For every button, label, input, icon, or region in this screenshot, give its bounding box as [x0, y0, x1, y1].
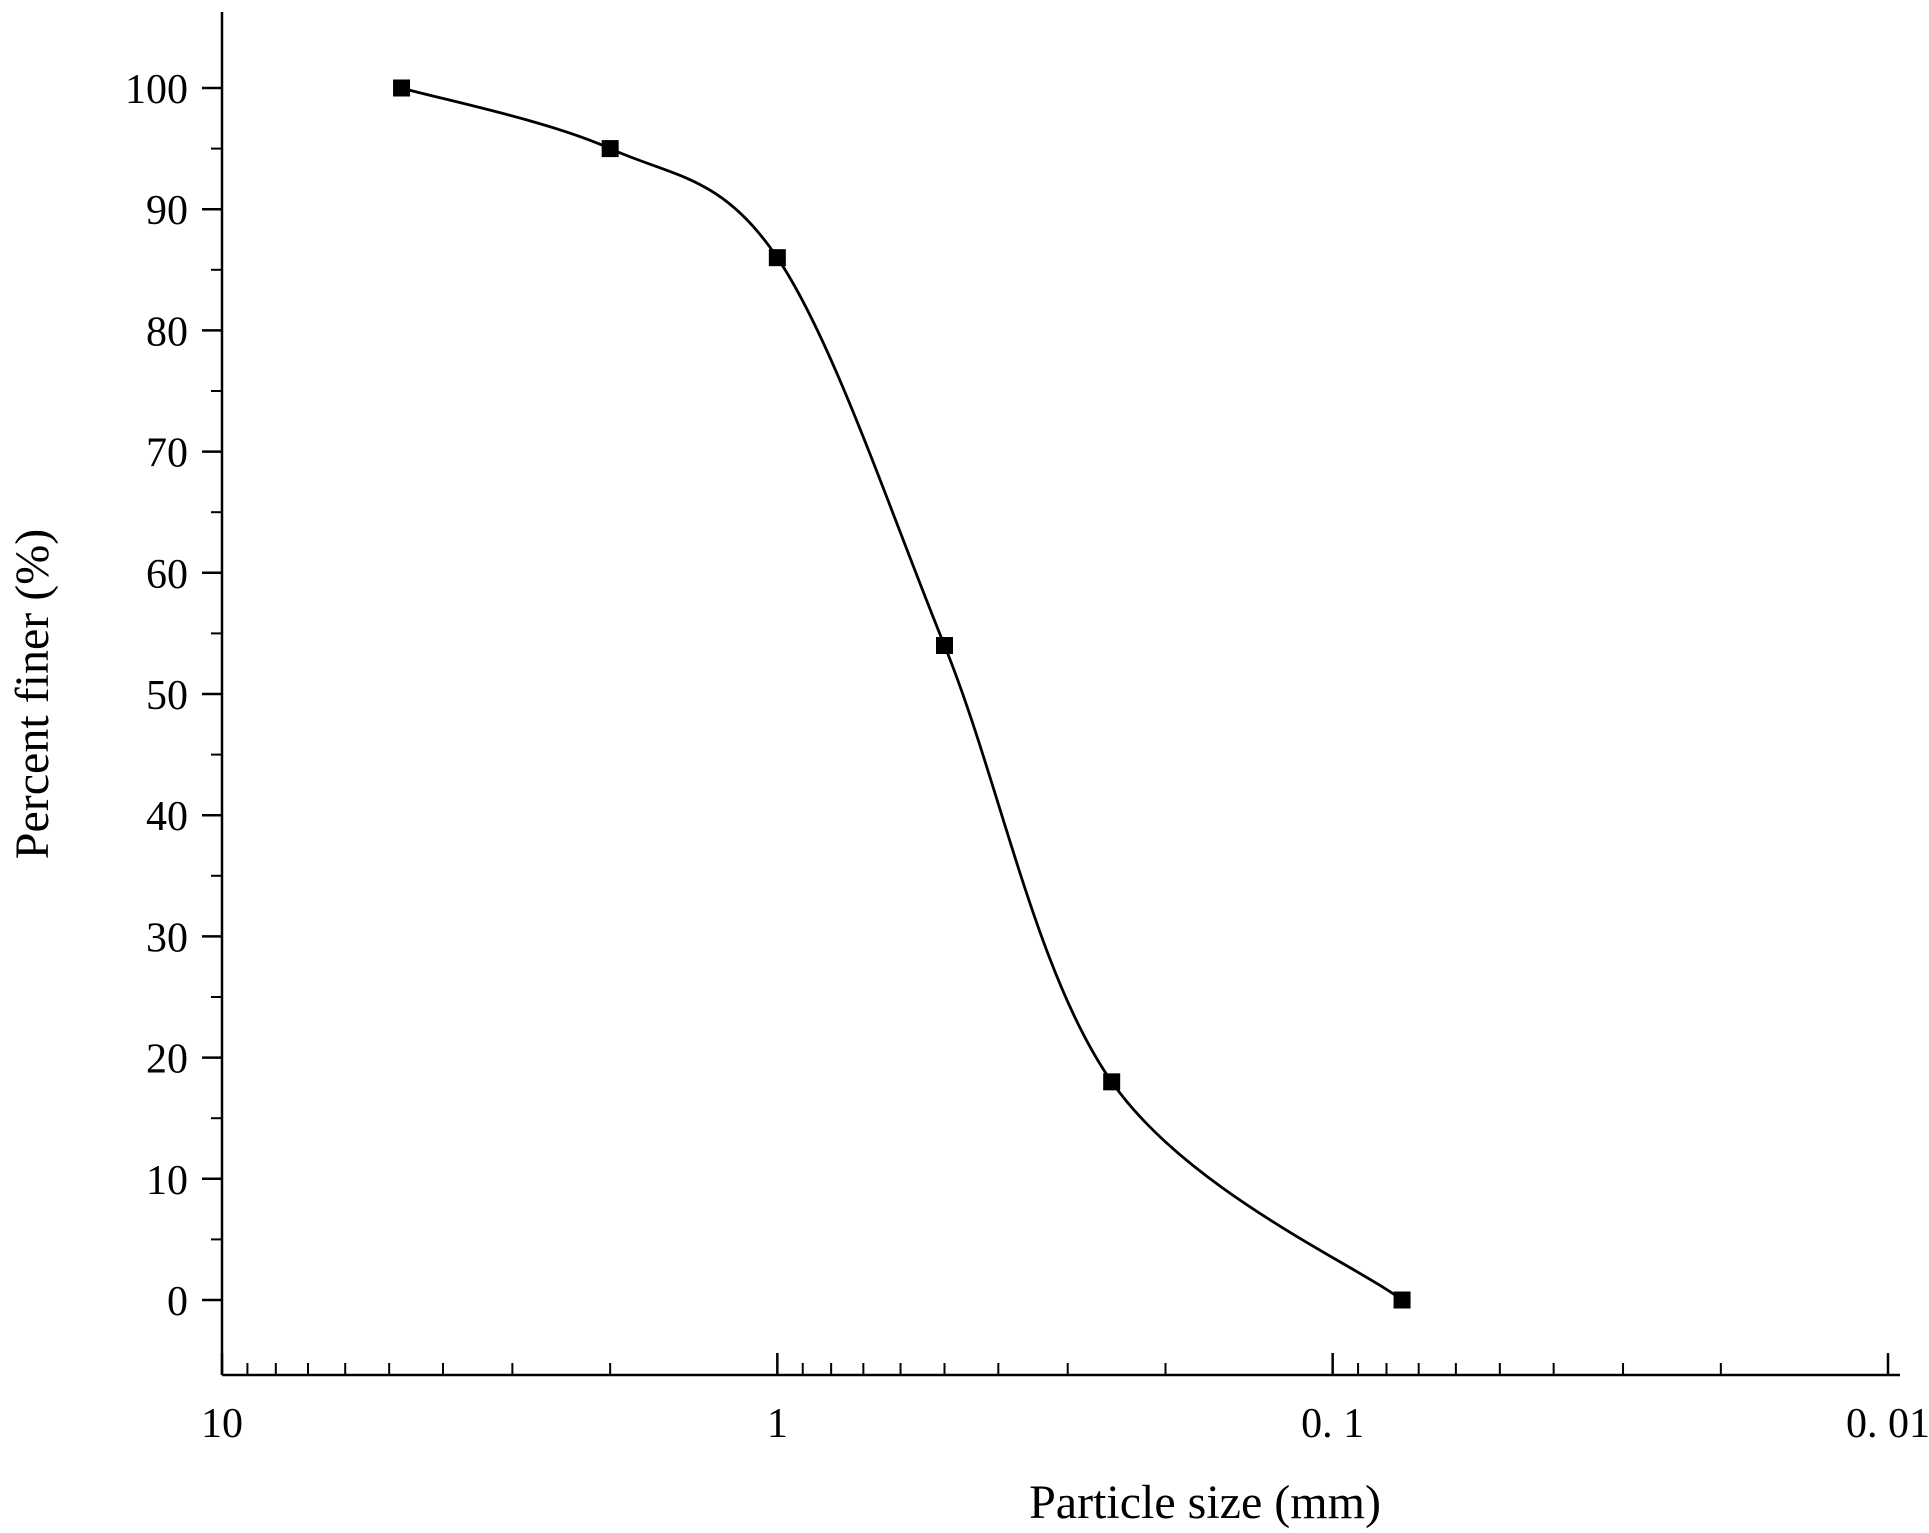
y-tick-label: 40	[146, 794, 188, 840]
data-point-marker	[1393, 1291, 1411, 1309]
y-axis-minor-ticks	[211, 147, 222, 1241]
y-axis-title: Percent finer (%)	[6, 529, 59, 860]
x-axis-major-ticks	[220, 1353, 1890, 1375]
y-tick-label: 60	[146, 552, 188, 598]
y-axis-major-ticks	[202, 86, 222, 1302]
x-tick-label: 10	[201, 1401, 243, 1447]
y-axis-tick-labels: 0 10 20 30 40 50 60 70 80 90 100	[125, 67, 188, 1325]
data-point-marker	[1103, 1073, 1121, 1091]
y-tick-label: 70	[146, 431, 188, 477]
x-axis-title: Particle size (mm)	[1029, 1476, 1381, 1529]
data-point-marker	[393, 79, 411, 97]
series-line	[401, 86, 1403, 1302]
axes	[220, 12, 1900, 1377]
x-axis-minor-ticks	[246, 1363, 1722, 1375]
data-series	[393, 79, 1411, 1309]
y-tick-label: 20	[146, 1037, 188, 1083]
data-point-marker	[936, 637, 954, 655]
y-tick-label: 90	[146, 188, 188, 234]
x-tick-label: 1	[767, 1401, 788, 1447]
data-point-marker	[768, 249, 786, 267]
y-tick-label: 30	[146, 915, 188, 961]
y-tick-label: 50	[146, 673, 188, 719]
y-tick-label: 10	[146, 1158, 188, 1204]
y-tick-label: 100	[125, 67, 188, 113]
x-tick-label: 0. 1	[1301, 1401, 1364, 1447]
y-tick-label: 80	[146, 309, 188, 355]
data-point-marker	[601, 140, 619, 158]
x-tick-label: 0. 01	[1846, 1401, 1929, 1447]
x-axis-tick-labels: 10 1 0. 1 0. 01	[201, 1401, 1929, 1447]
y-tick-label: 0	[167, 1279, 188, 1325]
